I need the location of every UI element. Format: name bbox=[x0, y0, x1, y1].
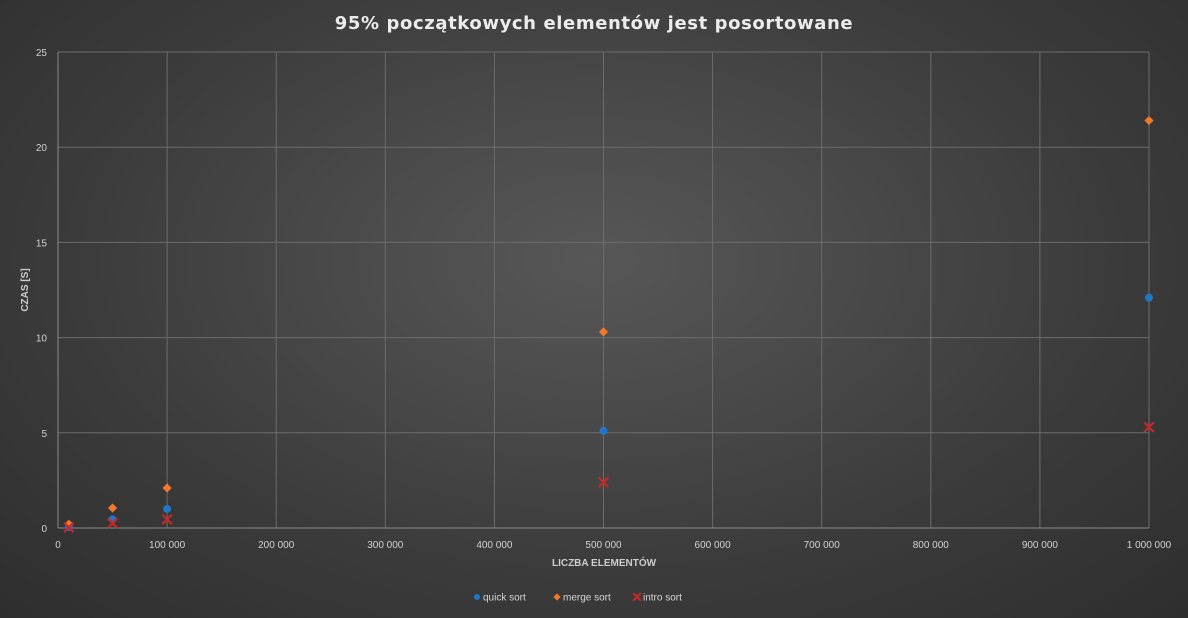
data-point-merge-sort bbox=[598, 327, 609, 337]
gridlines bbox=[58, 51, 1150, 528]
x-tick-label: 600 000 bbox=[695, 540, 732, 551]
x-tick-label: 200 000 bbox=[258, 540, 295, 551]
data-points bbox=[63, 115, 1155, 533]
x-axis-title: LICZBA ELEMENTÓW bbox=[552, 556, 657, 569]
x-tick-label: 300 000 bbox=[367, 540, 404, 551]
data-point-intro-sort bbox=[597, 476, 610, 488]
y-tick-label: 20 bbox=[36, 143, 48, 154]
y-axis-title: CZAS [S] bbox=[20, 268, 31, 311]
legend-marker-intro-sort bbox=[632, 592, 642, 602]
y-tick-label: 10 bbox=[36, 334, 48, 345]
data-point-intro-sort bbox=[1143, 421, 1155, 433]
legend-label-intro-sort: intro sort bbox=[643, 593, 682, 604]
legend-marker-quick-sort bbox=[474, 594, 480, 600]
legend-label-merge-sort: merge sort bbox=[563, 593, 611, 604]
axes: 0 5 10 15 20 25 0 100 000 200 000 300 000 400 000 5… bbox=[36, 48, 1172, 551]
data-point-intro-sort bbox=[63, 521, 75, 533]
legend-label-quick-sort: quick sort bbox=[483, 593, 526, 604]
y-tick-label: 15 bbox=[36, 238, 48, 249]
data-point-quick-sort bbox=[599, 426, 608, 435]
data-point-intro-sort bbox=[161, 513, 173, 525]
x-tick-label: 100 000 bbox=[149, 540, 186, 551]
data-point-merge-sort bbox=[1144, 115, 1154, 126]
y-tick-label: 5 bbox=[41, 429, 47, 440]
y-tick-label: 0 bbox=[41, 524, 47, 535]
x-tick-label: 900 000 bbox=[1022, 540, 1059, 551]
x-tick-label: 0 bbox=[55, 540, 61, 551]
data-point-merge-sort bbox=[162, 483, 172, 493]
data-point-quick-sort bbox=[1145, 293, 1153, 302]
legend-marker-merge-sort bbox=[553, 593, 561, 601]
x-tick-label: 700 000 bbox=[804, 540, 841, 551]
y-tick-label: 25 bbox=[36, 48, 48, 59]
x-tick-label: 500 000 bbox=[585, 540, 622, 551]
x-tick-label: 1 000 000 bbox=[1127, 540, 1172, 551]
data-point-merge-sort bbox=[107, 503, 118, 513]
data-point-intro-sort bbox=[106, 517, 119, 529]
legend: quick sort merge sort intro sort bbox=[474, 592, 682, 604]
x-tick-label: 400 000 bbox=[476, 540, 513, 551]
data-point-quick-sort bbox=[163, 504, 172, 513]
x-tick-label: 800 000 bbox=[913, 540, 950, 551]
chart-title: 95% początkowych elementów jest posortow… bbox=[335, 13, 853, 34]
